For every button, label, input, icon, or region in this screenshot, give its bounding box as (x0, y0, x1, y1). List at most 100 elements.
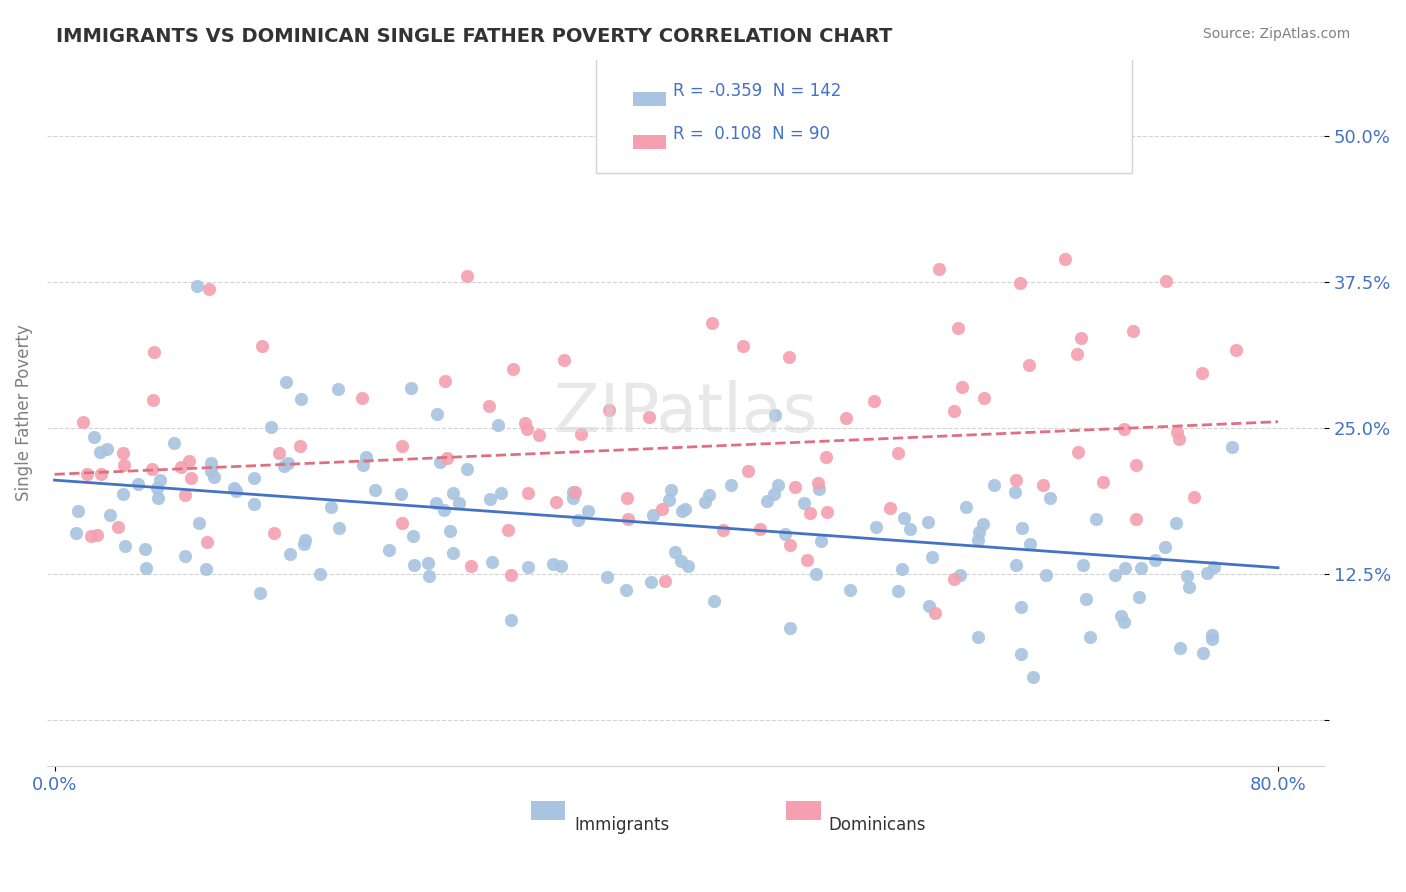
Point (702, 316, 724, 330)
Point (898, 522, 921, 536)
Point (263, 525, 285, 540)
Point (783, 480, 806, 494)
Point (456, 268, 478, 283)
Point (972, 516, 994, 531)
Text: R =  0.108  N = 90: R = 0.108 N = 90 (672, 125, 830, 143)
Point (659, 483, 682, 497)
Point (669, 553, 692, 567)
Point (1070, 331, 1092, 345)
Point (173, 549, 195, 564)
Point (1220, 440, 1243, 454)
Point (748, 522, 770, 536)
Text: Source: ZipAtlas.com: Source: ZipAtlas.com (1202, 27, 1350, 41)
Point (249, 585, 271, 599)
Point (225, 484, 247, 499)
Point (259, 419, 281, 434)
Point (278, 547, 301, 561)
Point (778, 351, 800, 365)
Point (1168, 640, 1191, 655)
Point (434, 374, 457, 388)
Point (402, 558, 425, 573)
Point (391, 516, 413, 530)
Point (966, 630, 988, 644)
Point (1192, 646, 1215, 660)
Point (779, 621, 801, 635)
Point (763, 409, 786, 423)
Point (891, 562, 914, 576)
Point (893, 511, 915, 525)
Point (90, 467, 112, 481)
Point (328, 383, 350, 397)
Point (149, 474, 172, 488)
Point (195, 562, 218, 576)
Point (596, 570, 619, 584)
Point (292, 537, 315, 551)
Point (598, 403, 620, 417)
Point (651, 502, 673, 516)
Point (76, 467, 98, 481)
Text: IMMIGRANTS VS DOMINICAN SINGLE FATHER POVERTY CORRELATION CHART: IMMIGRANTS VS DOMINICAN SINGLE FATHER PO… (56, 27, 893, 45)
Point (242, 471, 264, 485)
Point (567, 513, 589, 527)
Point (527, 428, 550, 442)
Point (973, 391, 995, 405)
Point (541, 557, 564, 571)
Point (290, 439, 312, 453)
Point (640, 574, 662, 589)
Point (96, 442, 118, 457)
Point (478, 399, 501, 413)
Point (98, 508, 121, 523)
Point (576, 504, 599, 518)
Point (1125, 512, 1147, 526)
Point (720, 478, 742, 492)
Point (1153, 540, 1175, 554)
Point (439, 524, 461, 538)
Point (544, 495, 567, 509)
Y-axis label: Single Father Poverty: Single Father Poverty (15, 325, 32, 501)
Point (127, 477, 149, 491)
Point (807, 475, 830, 490)
Point (496, 523, 519, 537)
Point (242, 497, 264, 511)
Point (569, 426, 592, 441)
FancyBboxPatch shape (531, 801, 565, 820)
Point (202, 469, 225, 483)
Point (863, 394, 886, 409)
Point (516, 422, 538, 436)
Point (350, 391, 373, 405)
Point (1109, 609, 1132, 624)
Point (799, 506, 821, 520)
Point (921, 549, 943, 564)
Point (839, 582, 862, 597)
Point (516, 560, 538, 574)
Point (561, 484, 583, 499)
Point (834, 410, 856, 425)
Point (1128, 590, 1150, 604)
Point (276, 456, 298, 470)
Text: ZIPatlas: ZIPatlas (554, 380, 817, 446)
Point (1073, 558, 1095, 573)
Point (1018, 358, 1040, 372)
Point (756, 494, 779, 508)
FancyBboxPatch shape (786, 801, 821, 820)
Point (321, 500, 343, 515)
Point (614, 583, 637, 598)
Point (491, 486, 513, 500)
Point (616, 491, 638, 505)
Point (418, 569, 440, 583)
Point (617, 512, 640, 526)
Point (146, 491, 169, 506)
FancyBboxPatch shape (633, 135, 666, 149)
Point (796, 553, 818, 567)
Point (924, 607, 946, 621)
Point (928, 261, 950, 276)
Point (107, 520, 129, 534)
Point (948, 321, 970, 335)
Point (1144, 553, 1167, 567)
Point (553, 352, 575, 367)
Point (865, 520, 887, 534)
Point (436, 451, 458, 466)
Point (1078, 630, 1101, 644)
Point (550, 558, 572, 573)
Point (1066, 347, 1088, 361)
